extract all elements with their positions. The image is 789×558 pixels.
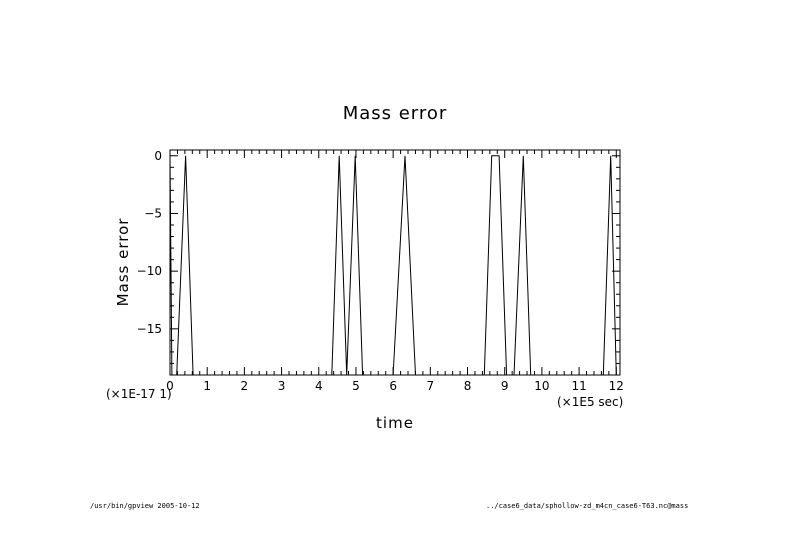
axis-ticks: 0 1 2 3 4 5 6 7 8 9 10 11 120−5−10−15 <box>137 149 624 393</box>
data-series <box>169 155 617 376</box>
series-line <box>169 155 617 376</box>
x-tick-label: 6 <box>389 379 397 393</box>
y-tick-label: −15 <box>137 322 162 336</box>
x-tick-label: 7 <box>427 379 435 393</box>
x-tick-label: 8 <box>464 379 472 393</box>
x-tick-label: 1 <box>203 379 211 393</box>
y-tick-label: −5 <box>144 206 162 220</box>
x-tick-label: 12 <box>609 379 624 393</box>
y-axis-label: Mass error <box>114 218 132 307</box>
chart-title: Mass error <box>343 103 448 124</box>
footer-right: ../case6_data/sphollow-zd_m4cn_case6-T63… <box>486 502 689 510</box>
y-scale-label: (×1E-17 1) <box>106 387 172 401</box>
footer-left: /usr/bin/gpview 2005-10-12 <box>90 502 200 510</box>
x-tick-label: 5 <box>352 379 360 393</box>
x-tick-label: 10 <box>534 379 549 393</box>
x-tick-label: 3 <box>278 379 286 393</box>
x-scale-label: (×1E5 sec) <box>557 395 623 409</box>
x-tick-label: 2 <box>241 379 249 393</box>
y-tick-label: −10 <box>137 264 162 278</box>
x-tick-label: 0 <box>166 379 174 393</box>
y-tick-label: 0 <box>154 149 162 163</box>
x-tick-label: 11 <box>571 379 586 393</box>
x-axis-label: time <box>376 414 414 432</box>
x-tick-label: 9 <box>501 379 509 393</box>
x-tick-label: 4 <box>315 379 323 393</box>
plot-frame <box>169 149 621 376</box>
